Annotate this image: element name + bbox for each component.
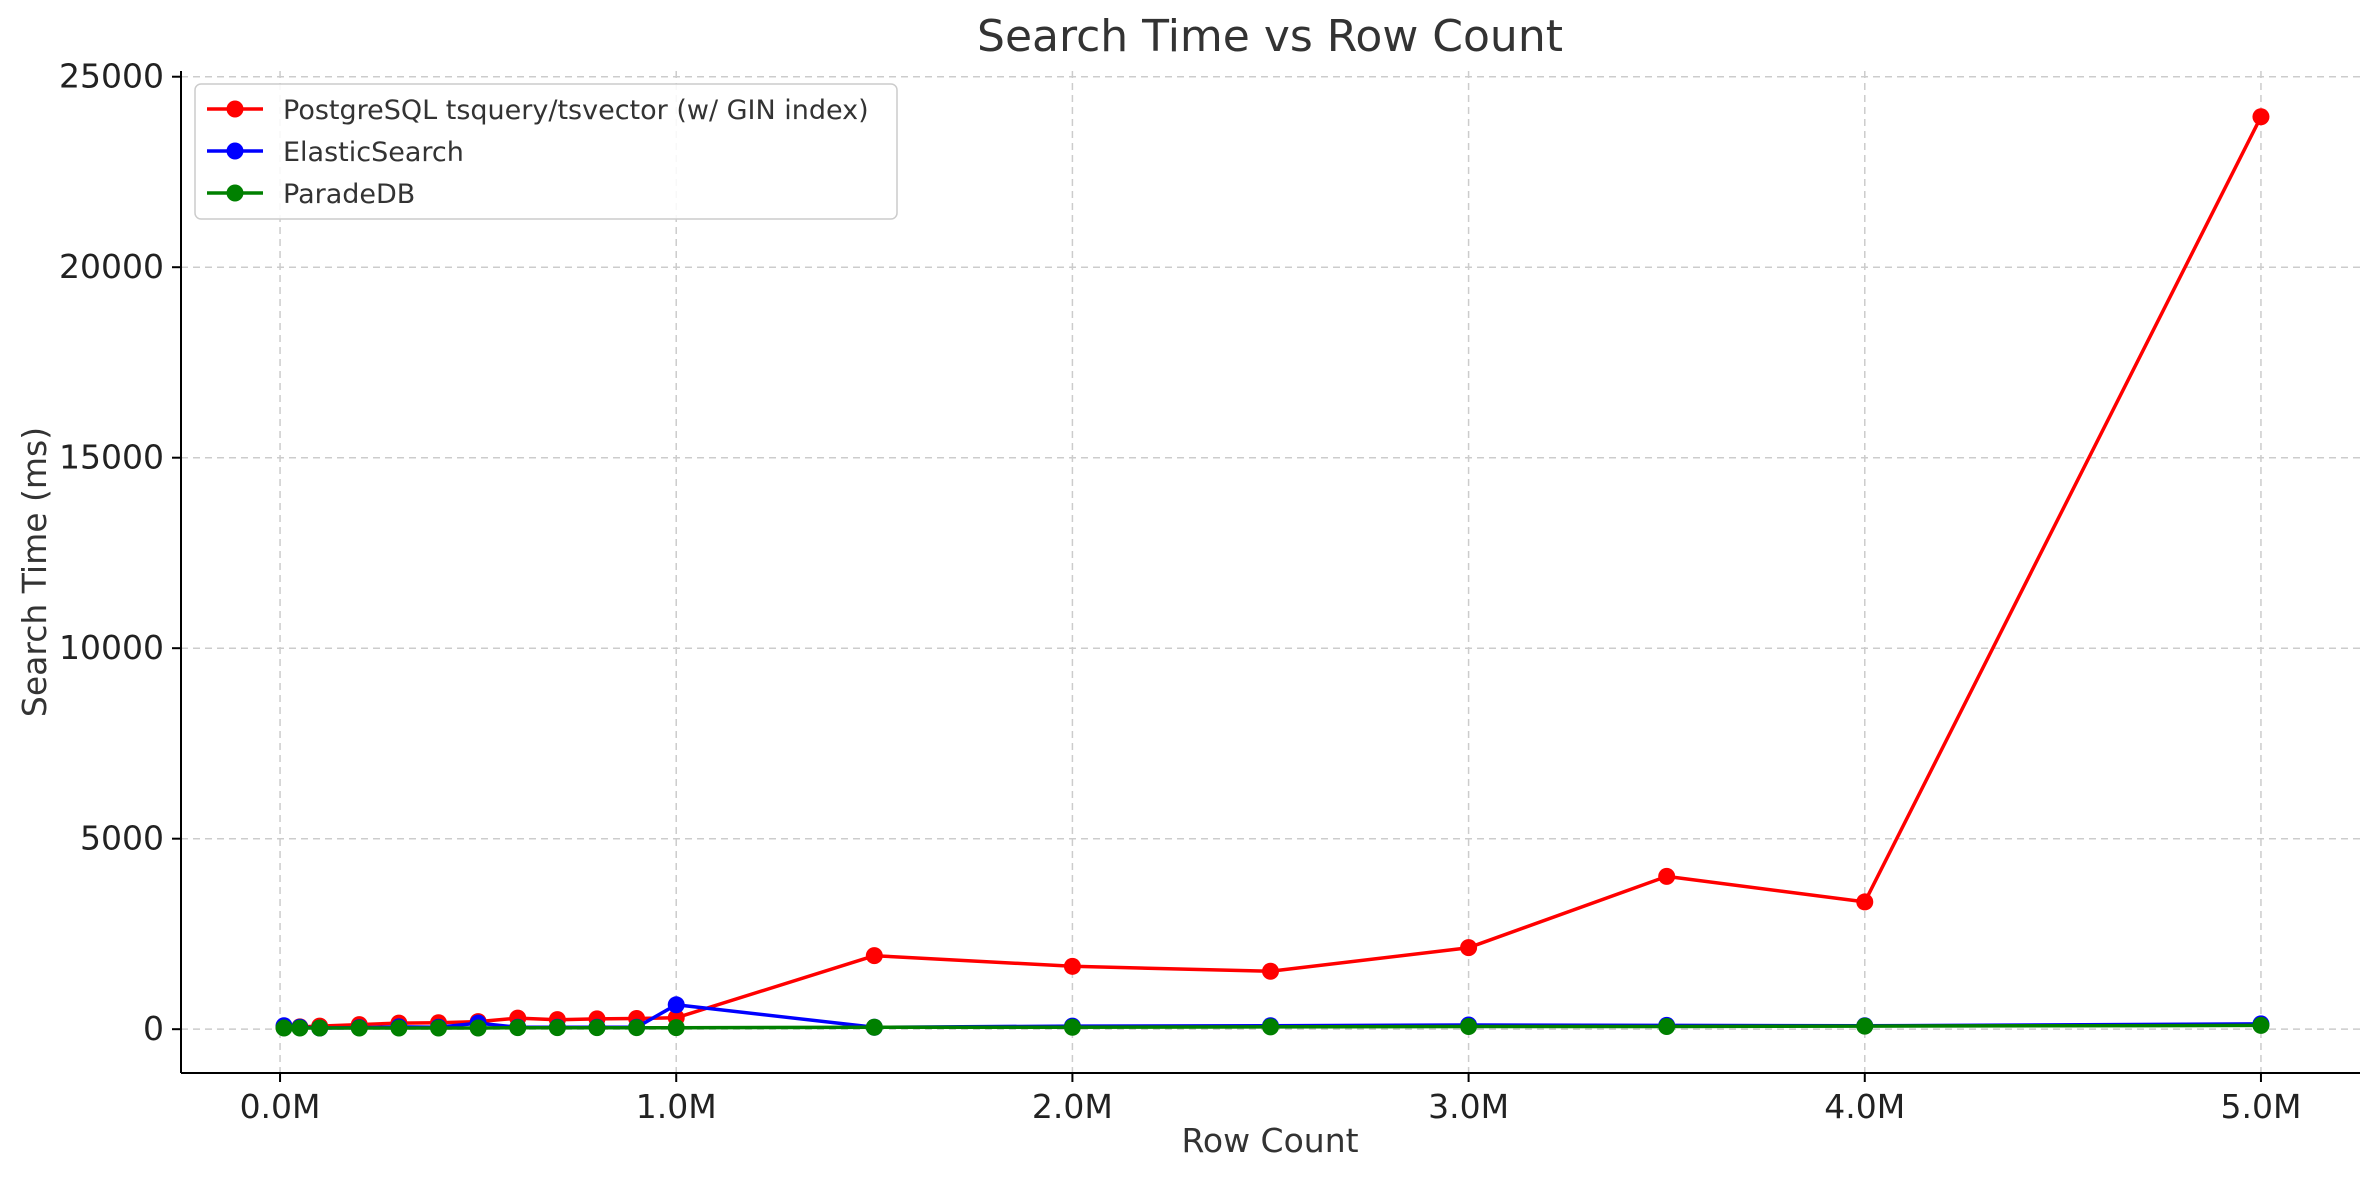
x-tick-label: 4.0M: [1824, 1087, 1905, 1126]
y-tick-label: 15000: [59, 438, 164, 477]
data-point: [430, 1019, 448, 1037]
legend-entry: PostgreSQL tsquery/tsvector (w/ GIN inde…: [207, 95, 869, 126]
data-point: [1460, 1018, 1478, 1036]
x-axis-label: Row Count: [1181, 1121, 1358, 1160]
x-tick-label: 3.0M: [1428, 1087, 1509, 1126]
data-point: [275, 1019, 293, 1037]
data-point: [390, 1019, 408, 1037]
legend-marker: [226, 184, 244, 202]
y-tick-label: 25000: [59, 57, 164, 96]
x-tick-label: 1.0M: [636, 1087, 717, 1126]
legend-label: ParadeDB: [283, 179, 415, 210]
data-point: [667, 1019, 685, 1037]
y-tick-label: 20000: [59, 247, 164, 286]
data-point: [291, 1019, 309, 1037]
data-point: [628, 1019, 646, 1037]
data-point: [1460, 939, 1478, 957]
ticks: 0.0M 1.0M 2.0M 3.0M 4.0M 5.0M 0 5000 10000 15000 2…: [59, 57, 2301, 1126]
data-point: [1262, 1018, 1279, 1036]
y-tick-label: 5000: [80, 819, 164, 858]
x-tick-label: 0.0M: [240, 1087, 321, 1126]
data-point: [865, 947, 883, 965]
y-tick-label: 0: [143, 1009, 164, 1048]
data-point: [1856, 893, 1874, 911]
y-axis-label: Search Time (ms): [15, 427, 54, 717]
data-point: [2252, 108, 2270, 126]
data-point: [1063, 1018, 1081, 1036]
data-point: [588, 1019, 606, 1037]
data-point: [865, 1018, 883, 1036]
legend-label: PostgreSQL tsquery/tsvector (w/ GIN inde…: [283, 95, 869, 126]
data-point: [509, 1019, 527, 1037]
data-point: [1658, 1018, 1676, 1036]
legend-label: ElasticSearch: [283, 137, 464, 168]
x-tick-label: 2.0M: [1032, 1087, 1113, 1126]
data-point: [1658, 867, 1676, 885]
data-point: [1262, 962, 1279, 980]
series-lines: [275, 108, 2270, 1037]
legend-entry: ElasticSearch: [207, 137, 464, 168]
data-point: [311, 1019, 329, 1037]
y-tick-label: 10000: [59, 628, 164, 667]
data-point: [469, 1019, 487, 1037]
axes: [180, 71, 2360, 1074]
chart-title: Search Time vs Row Count: [977, 11, 1563, 62]
series-2: [275, 1016, 2270, 1037]
legend-box: [194, 83, 898, 220]
legend: PostgreSQL tsquery/tsvector (w/ GIN inde…: [194, 83, 898, 220]
data-point: [1063, 957, 1081, 975]
data-point: [667, 996, 685, 1014]
legend-marker: [226, 100, 244, 118]
x-tick-label: 5.0M: [2220, 1087, 2301, 1126]
data-point: [350, 1019, 368, 1037]
data-point: [1856, 1017, 1874, 1035]
legend-marker: [226, 142, 244, 160]
data-point: [2252, 1016, 2270, 1034]
data-point: [548, 1019, 566, 1037]
legend-entry: ParadeDB: [207, 179, 415, 210]
